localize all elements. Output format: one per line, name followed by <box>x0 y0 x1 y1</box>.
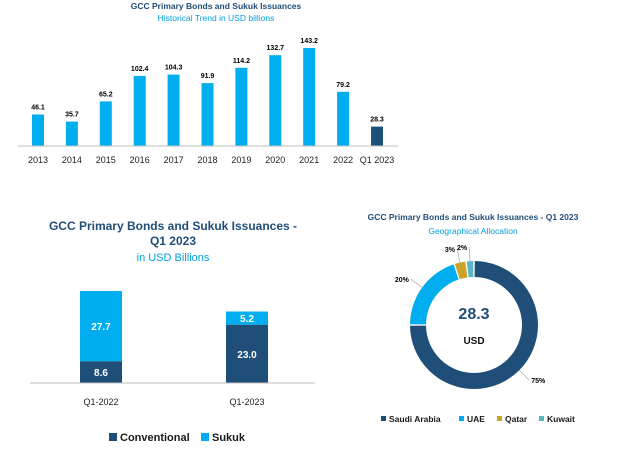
stack-segment-label: 27.7 <box>91 322 111 333</box>
trend-bar <box>303 48 316 146</box>
donut-center-unit: USD <box>463 336 484 347</box>
trend-bar <box>167 74 180 146</box>
geographical-allocation-chart: GCC Primary Bonds and Sukuk Issuances - … <box>368 212 579 424</box>
stack-segment-label: 23.0 <box>237 350 257 361</box>
legend-label-qatar: Qatar <box>505 414 528 424</box>
donut-slice-uae <box>410 264 459 325</box>
trend-bar <box>32 114 44 146</box>
comparison-chart-subtitle: in USD Billions <box>137 252 210 264</box>
legend-swatch-qatar <box>497 416 502 421</box>
donut-percent-label: 2% <box>457 245 468 252</box>
allocation-chart-subtitle: Geographical Allocation <box>428 226 518 236</box>
donut-leader-line <box>519 370 530 381</box>
trend-tick-label: 2019 <box>231 155 251 165</box>
trend-tick-label: 2017 <box>164 155 184 165</box>
trend-tick-label: 2016 <box>130 155 150 165</box>
donut-leader-line <box>456 248 461 263</box>
legend-swatch-conventional <box>109 433 117 441</box>
historical-trend-chart: GCC Primary Bonds and Sukuk Issuances Hi… <box>18 1 398 165</box>
allocation-chart-title: GCC Primary Bonds and Sukuk Issuances - … <box>368 212 579 222</box>
comparison-tick-label: Q1-2022 <box>83 397 118 407</box>
allocation-legend: Saudi Arabia UAE Qatar Kuwait <box>381 414 575 424</box>
donut-center-value: 28.3 <box>458 306 489 323</box>
comparison-tick-label: Q1-2023 <box>229 397 264 407</box>
trend-tick-label: 2021 <box>299 155 319 165</box>
trend-bar <box>269 55 282 147</box>
comparison-chart-title-line-1: GCC Primary Bonds and Sukuk Issuances - <box>49 219 297 233</box>
trend-chart-subtitle: Historical Trend in USD billions <box>158 13 275 23</box>
legend-swatch-kuwait <box>539 416 544 421</box>
stack-segment-conventional <box>226 324 268 383</box>
trend-bar <box>371 126 383 146</box>
trend-data-label: 104.3 <box>165 65 183 72</box>
donut-percent-label: 20% <box>395 277 410 284</box>
legend-swatch-uae <box>459 416 464 421</box>
trend-bar <box>235 67 248 146</box>
comparison-legend: Conventional Sukuk <box>109 432 246 444</box>
stack-segment-sukuk <box>226 311 268 325</box>
trend-data-label: 143.2 <box>300 38 318 45</box>
legend-label-conventional: Conventional <box>120 432 190 444</box>
comparison-chart-title-line-2: Q1 2023 <box>150 234 196 248</box>
legend-swatch-sukuk <box>201 433 209 441</box>
trend-data-label: 35.7 <box>65 112 79 119</box>
trend-data-label: 91.9 <box>201 73 215 80</box>
legend-swatch-saudi-arabia <box>381 416 386 421</box>
legend-label-sukuk: Sukuk <box>212 432 246 444</box>
quarter-comparison-chart: GCC Primary Bonds and Sukuk Issuances - … <box>30 219 315 444</box>
trend-bar <box>99 101 112 146</box>
donut-percent-label: 75% <box>531 378 546 385</box>
trend-tick-label: 2013 <box>28 155 48 165</box>
trend-data-label: 132.7 <box>267 45 285 52</box>
trend-data-label: 28.3 <box>370 117 384 124</box>
donut-leader-line <box>468 247 471 262</box>
trend-data-label: 114.2 <box>233 58 250 65</box>
trend-data-label: 65.2 <box>99 91 113 98</box>
trend-tick-label: 2022 <box>333 155 353 165</box>
trend-tick-label: 2020 <box>265 155 285 165</box>
trend-bar <box>133 75 146 146</box>
donut-percent-label: 3% <box>445 247 456 254</box>
stack-segment-sukuk <box>80 291 122 362</box>
donut-slice-qatar <box>454 261 468 280</box>
trend-tick-label: Q1 2023 <box>360 155 395 165</box>
stack-segment-conventional <box>80 361 122 383</box>
donut-leader-line <box>410 278 423 288</box>
trend-chart-title: GCC Primary Bonds and Sukuk Issuances <box>131 1 302 11</box>
trend-data-label: 46.1 <box>31 105 45 112</box>
trend-data-label: 79.2 <box>336 82 350 89</box>
trend-bar <box>65 121 78 146</box>
trend-data-label: 102.4 <box>131 66 149 73</box>
trend-bar <box>201 83 214 146</box>
trend-tick-label: 2014 <box>62 155 82 165</box>
trend-bar <box>337 91 350 146</box>
trend-tick-label: 2015 <box>96 155 116 165</box>
stack-segment-label: 5.2 <box>240 314 254 325</box>
legend-label-saudi-arabia: Saudi Arabia <box>389 414 441 424</box>
trend-tick-label: 2018 <box>197 155 217 165</box>
stack-segment-label: 8.6 <box>94 368 108 379</box>
donut-slice-kuwait <box>466 261 474 278</box>
legend-label-kuwait: Kuwait <box>547 414 575 424</box>
legend-label-uae: UAE <box>467 414 485 424</box>
